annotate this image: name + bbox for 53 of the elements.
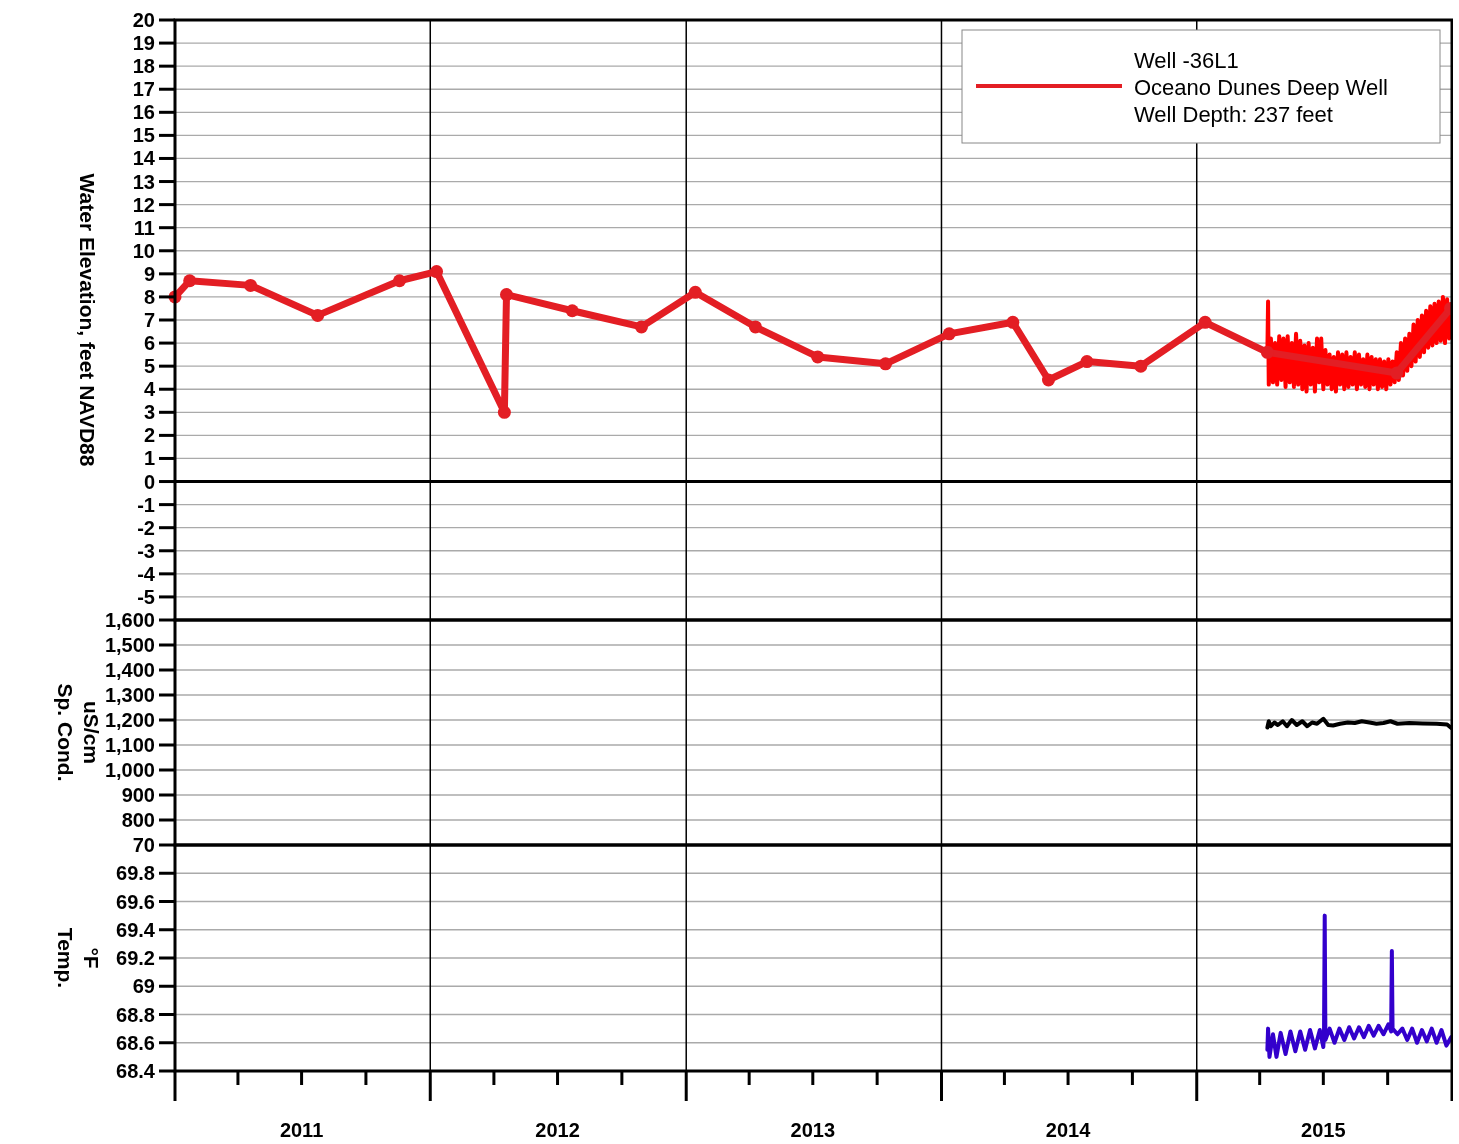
y-tick-label: 1,000	[104, 759, 155, 781]
y-tick-label: 18	[132, 55, 155, 78]
y-tick-label: -4	[137, 562, 156, 585]
x-tick-label: 2011	[279, 1119, 324, 1141]
y-tick-label: 69.4	[116, 918, 156, 941]
y-tick-label: -5	[137, 585, 155, 608]
y-tick-label: 1	[143, 447, 155, 470]
y-tick-label: 12	[132, 193, 155, 216]
y-tick-label: 11	[133, 216, 155, 239]
y-tick-label: 20	[132, 9, 155, 31]
y-tick-label: 68.6	[116, 1031, 155, 1054]
y-axis-title: Sp. Cond. uS/cm	[54, 683, 103, 782]
y-tick-label: 1,100	[104, 734, 155, 756]
y-tick-label: 4	[143, 378, 156, 401]
y-tick-label: 7	[143, 309, 155, 331]
y-tick-label: -3	[137, 539, 155, 562]
y-tick-label: 69.2	[116, 947, 155, 969]
y-tick-label: 70	[132, 834, 155, 856]
x-tick-label: 2015	[1301, 1119, 1346, 1141]
y-tick-label: 800	[121, 809, 155, 831]
y-tick-label: 2	[143, 424, 155, 447]
legend: Well -36L1 Oceano Dunes Deep Well Well Depth: 237 feet	[961, 29, 1441, 144]
x-tick-label: 2014	[1045, 1119, 1092, 1141]
y-tick-label: 1,400	[104, 659, 155, 681]
x-tick-label: 2012	[535, 1119, 580, 1141]
y-tick-label: 68.8	[116, 1003, 155, 1026]
y-axis-title: Temp. °F	[54, 927, 103, 989]
y-tick-label: 0	[143, 470, 155, 493]
y-tick-label: 69.8	[116, 862, 155, 885]
y-tick-label: 8	[143, 285, 155, 308]
y-tick-label: 13	[132, 170, 155, 193]
y-tick-label: 10	[132, 239, 155, 262]
y-axis-title: Water Elevation, feet NAVD88	[76, 173, 99, 467]
y-tick-label: 19	[132, 32, 155, 55]
y-tick-label: 3	[143, 401, 155, 424]
y-tick-label: 17	[132, 78, 155, 101]
y-tick-label: 15	[132, 124, 155, 147]
y-tick-label: 900	[121, 784, 155, 806]
y-tick-label: 9	[143, 262, 155, 285]
y-tick-label: 1,200	[104, 709, 155, 731]
y-tick-label: 5	[143, 355, 155, 378]
x-tick-label: 2013	[790, 1119, 836, 1141]
y-tick-label: -2	[137, 516, 155, 539]
y-tick-label: 1,500	[104, 634, 155, 656]
y-tick-label: 14	[132, 147, 156, 170]
y-tick-label: 69.6	[116, 890, 155, 913]
y-tick-label: 1,300	[104, 684, 155, 706]
y-tick-label: 6	[143, 332, 155, 355]
y-tick-label: -1	[137, 493, 155, 516]
y-tick-label: 69	[132, 975, 155, 998]
y-tick-label: 1,600	[104, 609, 155, 631]
y-tick-label: 68.4	[116, 1060, 156, 1082]
y-tick-label: 16	[132, 101, 155, 124]
